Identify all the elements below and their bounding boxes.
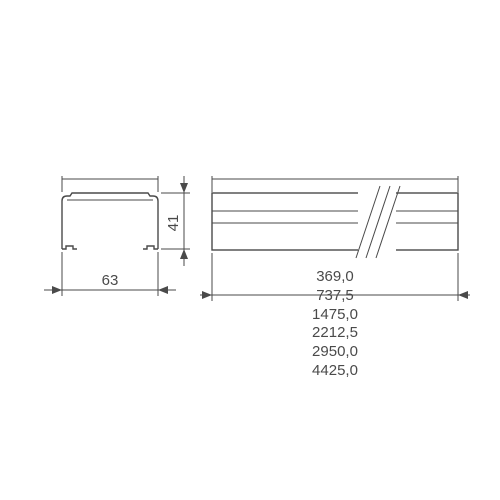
length-values-list: 369,0 737,5 1475,0 2212,5 2950,0 4425,0 xyxy=(290,268,380,381)
top-extension-side xyxy=(212,176,458,192)
technical-drawing: 63 41 xyxy=(0,0,500,500)
length-value: 737,5 xyxy=(290,287,380,306)
dimension-width-label: 63 xyxy=(102,272,119,289)
side-elevation xyxy=(212,186,458,258)
drawing-svg: 63 41 xyxy=(0,0,500,500)
length-value: 2212,5 xyxy=(290,324,380,343)
dimension-height-label: 41 xyxy=(165,215,182,232)
profile-cross-section xyxy=(62,193,158,249)
length-value: 1475,0 xyxy=(290,306,380,325)
dimension-width: 63 xyxy=(44,252,176,296)
length-value: 4425,0 xyxy=(290,362,380,381)
top-extension-lines xyxy=(62,176,158,192)
length-value: 2950,0 xyxy=(290,343,380,362)
length-value: 369,0 xyxy=(290,268,380,287)
dimension-height: 41 xyxy=(161,176,190,266)
